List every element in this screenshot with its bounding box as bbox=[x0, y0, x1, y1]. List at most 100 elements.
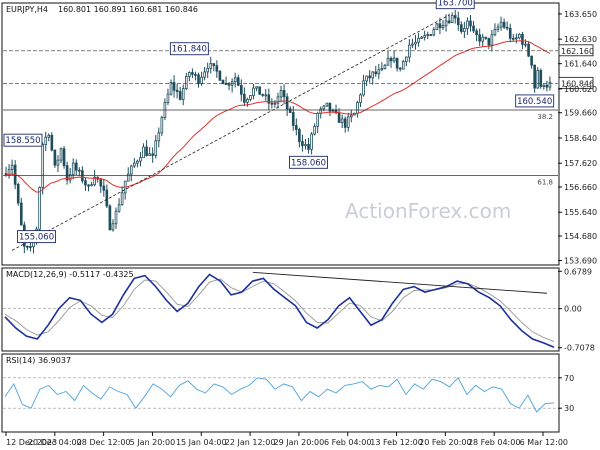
candle-body bbox=[395, 57, 399, 69]
candle-body bbox=[490, 34, 494, 46]
candle-body bbox=[325, 102, 329, 107]
candle-body bbox=[136, 160, 139, 164]
candle-body bbox=[71, 162, 75, 176]
candle-body bbox=[313, 125, 316, 135]
candle-body bbox=[252, 87, 255, 96]
candle-body bbox=[114, 210, 118, 225]
candle-body bbox=[472, 25, 475, 32]
candle-body bbox=[267, 94, 271, 104]
candle-body bbox=[340, 118, 344, 123]
price-trendline bbox=[11, 14, 450, 251]
candle-body bbox=[209, 63, 213, 69]
x-tick-label: 28 Dec 12:00 bbox=[77, 438, 131, 447]
candle-body bbox=[371, 71, 375, 79]
candle-body bbox=[374, 71, 378, 75]
rsi-y-tick-label: 30 bbox=[564, 404, 574, 413]
candle-body bbox=[383, 64, 387, 69]
candle-body bbox=[301, 141, 304, 147]
candle-body bbox=[53, 149, 57, 166]
candle-body bbox=[47, 134, 51, 138]
candle-body bbox=[87, 184, 90, 187]
candle-body bbox=[181, 88, 185, 100]
candle-body bbox=[328, 102, 332, 112]
candle-body bbox=[346, 116, 350, 128]
candle-body bbox=[218, 70, 222, 81]
candle-body bbox=[59, 148, 63, 161]
candle-body bbox=[282, 90, 286, 98]
x-tick-label: 6 Mar 12:00 bbox=[520, 438, 568, 447]
level-tag bbox=[558, 44, 594, 57]
price-y-tick-label: 154.680 bbox=[564, 232, 597, 241]
candle-body bbox=[515, 37, 518, 40]
candle-body bbox=[154, 140, 158, 156]
candle-body bbox=[438, 23, 442, 29]
candle-body bbox=[447, 20, 451, 24]
price-y-tick-label: 159.660 bbox=[564, 109, 597, 118]
candle-body bbox=[377, 69, 381, 75]
candle-body bbox=[200, 76, 203, 85]
rsi-line bbox=[4, 377, 555, 413]
fib-level-label: 38.2 bbox=[537, 113, 553, 121]
level-tag-label: 162.160 bbox=[561, 47, 594, 56]
macd-header: MACD(12,26,9) -0.5117 -0.4325 bbox=[6, 270, 134, 279]
candle-body bbox=[270, 102, 274, 105]
candle-body bbox=[221, 79, 225, 85]
candle-body bbox=[19, 202, 23, 226]
candle-body bbox=[401, 61, 405, 70]
x-tick-label: 29 Jan 20:00 bbox=[274, 438, 325, 447]
candle-body bbox=[16, 183, 20, 204]
candle-body bbox=[511, 37, 515, 40]
candle-body bbox=[502, 21, 506, 28]
price-panel-frame bbox=[1, 2, 560, 266]
price-label: 158.060 bbox=[291, 158, 326, 168]
x-tick-label: 13 Feb 12:00 bbox=[370, 438, 422, 447]
candle-body bbox=[194, 73, 197, 76]
price-label-box bbox=[435, 0, 475, 10]
macd-signal-line bbox=[4, 278, 555, 343]
candle-body bbox=[160, 117, 164, 134]
candle-body bbox=[255, 86, 258, 89]
macd-y-tick-label: 0.6789 bbox=[564, 267, 592, 276]
candle-body bbox=[294, 125, 298, 130]
price-label: 158.550 bbox=[5, 136, 40, 146]
macd-main-line bbox=[4, 273, 555, 348]
candle-body bbox=[527, 43, 530, 57]
candle-body bbox=[539, 70, 543, 87]
candle-body bbox=[429, 34, 433, 36]
candle-body bbox=[441, 25, 445, 29]
price-label-box bbox=[515, 94, 555, 108]
candle-body bbox=[191, 72, 194, 75]
candle-body bbox=[417, 37, 420, 43]
x-tick-label: 5 Jan 20:00 bbox=[130, 438, 176, 447]
candle-body bbox=[475, 30, 478, 36]
candle-body bbox=[389, 57, 393, 62]
candle-body bbox=[74, 162, 78, 171]
x-tick-label: 15 Jan 04:00 bbox=[176, 438, 227, 447]
candle-body bbox=[493, 28, 497, 36]
candle-body bbox=[518, 33, 521, 39]
macd-panel: 0.6789 0.00 -0.7078 MACD(12,26,9) -0.5117 … bbox=[1, 267, 595, 353]
candle-body bbox=[463, 28, 466, 32]
candle-body bbox=[288, 108, 292, 113]
price-label-box bbox=[289, 155, 328, 169]
candle-body bbox=[386, 57, 390, 66]
candle-body bbox=[484, 36, 488, 39]
candle-body bbox=[304, 143, 307, 147]
candle-body bbox=[38, 187, 41, 230]
candle-body bbox=[148, 153, 151, 156]
candle-body bbox=[10, 164, 14, 170]
candle-body bbox=[175, 89, 179, 92]
ohlc-label: 160.801 160.891 160.681 160.846 bbox=[58, 5, 198, 14]
candle-body bbox=[102, 185, 106, 191]
price-y-tick-label: 153.690 bbox=[564, 257, 597, 266]
macd-trendline bbox=[252, 271, 547, 294]
candle-body bbox=[508, 27, 512, 39]
rsi-panel-frame bbox=[1, 353, 560, 433]
candle-body bbox=[307, 143, 310, 150]
candle-body bbox=[212, 63, 216, 67]
candle-body bbox=[215, 65, 219, 72]
price-label: 160.540 bbox=[517, 97, 552, 107]
candle-body bbox=[420, 36, 423, 39]
watermark: ActionForex.com bbox=[345, 199, 511, 223]
x-tick-label: 22 Jan 12:00 bbox=[225, 438, 276, 447]
